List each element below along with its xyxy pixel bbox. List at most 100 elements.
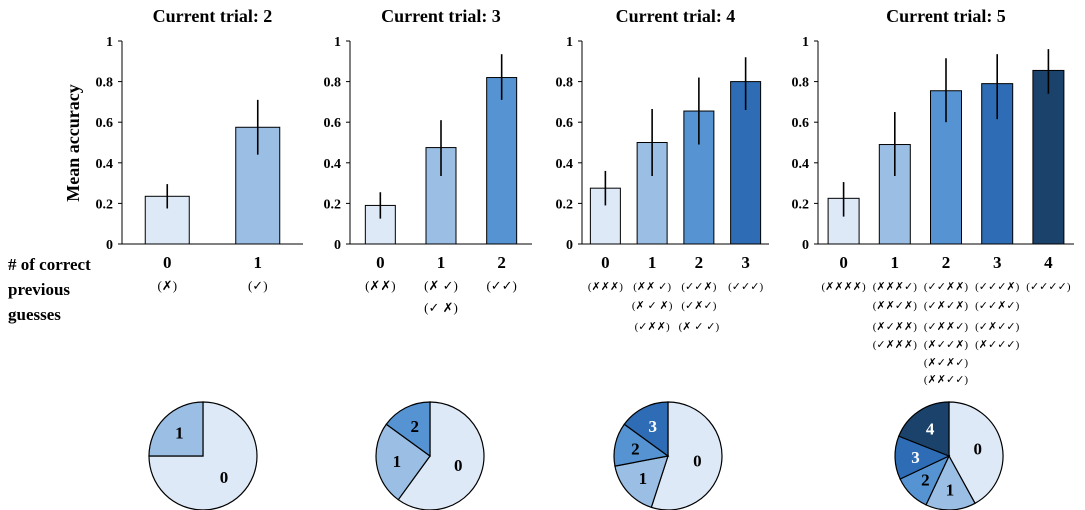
pie-label: 1: [175, 423, 184, 442]
guess-pattern: (✗ ✓ ✓): [679, 321, 720, 333]
x-tick-label: 2: [942, 253, 951, 272]
chart-title: Current trial: 3: [381, 6, 501, 26]
y-tick-label: 0.4: [96, 157, 114, 172]
guess-pattern: (✗✗✓✓): [924, 374, 969, 386]
guess-pattern: (✓✗✓): [681, 300, 716, 312]
guess-pattern: (✗ ✓): [424, 278, 458, 293]
y-tick-label: 0.4: [792, 157, 810, 172]
x-tick-label: 0: [163, 253, 172, 272]
guess-pattern: (✓✓✓✗): [975, 281, 1020, 293]
guess-pattern: (✗✓✗✗): [873, 321, 918, 333]
pie-label: 0: [693, 452, 702, 471]
chart-panel: Current trial: 4 0 0.2 0.4 0.6 0.8 1 0 (✗✗✗) 1 (✗✗…: [556, 6, 769, 510]
guess-pattern: (✓✗✗): [635, 321, 670, 333]
guess-pattern: (✓✗✓✗): [924, 300, 969, 312]
y-tick-label: 0: [334, 238, 341, 253]
chart-panel: Current trial: 200.20.40.60.810(✗)1(✓)01: [96, 6, 303, 510]
guess-pattern: (✗✓✓✗): [924, 339, 969, 351]
guess-pattern: (✓✓✓✓): [1026, 281, 1071, 293]
x-tick-label: 1: [648, 253, 657, 272]
y-tick-label: 1: [334, 35, 341, 50]
y-tick-label: 0.6: [556, 116, 574, 131]
pie-slice: [385, 401, 431, 458]
y-tick-label: 0.8: [96, 76, 114, 91]
pie-slice: [898, 401, 950, 457]
guess-pattern: (✓✓): [486, 278, 516, 293]
row-label-line: guesses: [8, 305, 61, 324]
guess-pattern: (✗✗✓✗): [873, 300, 918, 312]
x-tick-label: 0: [839, 253, 848, 272]
pie-label: 2: [921, 471, 930, 490]
row-label-line: previous: [8, 280, 70, 299]
x-tick-label: 2: [497, 253, 506, 272]
x-tick-label: 3: [993, 253, 1002, 272]
pie-label: 1: [946, 480, 955, 499]
guess-pattern: (✓✗✓✓): [975, 321, 1020, 333]
pie-label: 0: [974, 440, 983, 459]
guess-pattern: (✗✗✗✗): [821, 281, 866, 293]
pie-slice: [623, 401, 669, 458]
pie-label: 0: [454, 456, 463, 475]
pie-label: 1: [393, 452, 402, 471]
x-tick-label: 1: [254, 253, 263, 272]
x-tick-label: 1: [891, 253, 900, 272]
guess-pattern: (✗✓✗✓): [924, 357, 969, 369]
pie-slice: [148, 401, 204, 457]
y-tick-label: 0.2: [556, 197, 574, 212]
chart-title: Current trial: 4: [616, 6, 736, 26]
y-tick-label: 0.8: [556, 76, 574, 91]
bar: [1032, 69, 1065, 245]
pie-label: 3: [649, 417, 658, 436]
y-tick-label: 1: [802, 35, 809, 50]
chart-panel: Current trial: 5 0 0.2 0.4 0.6 0.8 1 0 (✗✗✗✗) 1 (✗…: [792, 6, 1074, 510]
pie-slice: [948, 401, 1004, 505]
x-tick-label: 2: [695, 253, 704, 272]
guess-pattern: (✓✓✗✗): [924, 281, 969, 293]
row-label-line: # of correct: [8, 255, 91, 274]
pie-slice: [375, 423, 431, 501]
guess-pattern: (✓): [248, 278, 268, 293]
guess-pattern: (✓✓✗✓): [975, 300, 1020, 312]
guess-pattern: (✓✓✓): [728, 281, 763, 293]
guess-pattern: (✗): [157, 278, 177, 293]
guess-pattern: (✗✗): [365, 278, 395, 293]
y-tick-label: 0.6: [792, 116, 810, 131]
guess-pattern: (✗✗✗✓): [873, 281, 918, 293]
guess-pattern: (✓ ✗): [424, 300, 458, 315]
guess-pattern: (✓✗✗✗): [873, 339, 918, 351]
pie-label: 2: [631, 440, 640, 459]
y-tick-label: 0.8: [324, 76, 342, 91]
y-tick-label: 0.4: [324, 157, 342, 172]
pie-label: 4: [926, 419, 935, 438]
pie-slice: [614, 455, 669, 509]
chart-panel: Current trial: 3 0 0.2 0.4 0.6 0.8 1 0 (✗✗) 1 (✗ ✓…: [324, 6, 532, 510]
pie-chart: 01: [148, 401, 258, 510]
guess-pattern: (✗✗ ✓): [633, 281, 671, 293]
y-tick-label: 0: [106, 238, 113, 253]
y-tick-label: 0.4: [556, 157, 574, 172]
chart-title: Current trial: 2: [153, 6, 273, 26]
chart-title: Current trial: 5: [886, 6, 1006, 26]
pie-label: 0: [220, 468, 229, 487]
y-axis-label: Mean accuracy: [63, 84, 83, 201]
guess-pattern: (✗✓✓✓): [975, 339, 1020, 351]
guess-pattern: (✗✗✗): [588, 281, 623, 293]
x-tick-label: 3: [741, 253, 750, 272]
pie-label: 1: [639, 469, 648, 488]
x-tick-label: 0: [601, 253, 610, 272]
x-tick-label: 0: [376, 253, 385, 272]
x-tick-label: 1: [437, 253, 446, 272]
guess-pattern: (✗ ✓ ✗): [632, 300, 673, 312]
y-tick-label: 0.2: [96, 197, 114, 212]
y-tick-label: 1: [106, 35, 113, 50]
y-tick-label: 0.2: [324, 197, 342, 212]
pie-chart: 0 12: [375, 401, 485, 510]
pie-chart: 0 1 23: [613, 401, 723, 510]
y-tick-label: 0: [802, 238, 809, 253]
guess-pattern: (✓✗✗✓): [924, 321, 969, 333]
y-tick-label: 0.6: [96, 116, 114, 131]
pie-slice: [397, 401, 485, 510]
y-tick-label: 0.6: [324, 116, 342, 131]
